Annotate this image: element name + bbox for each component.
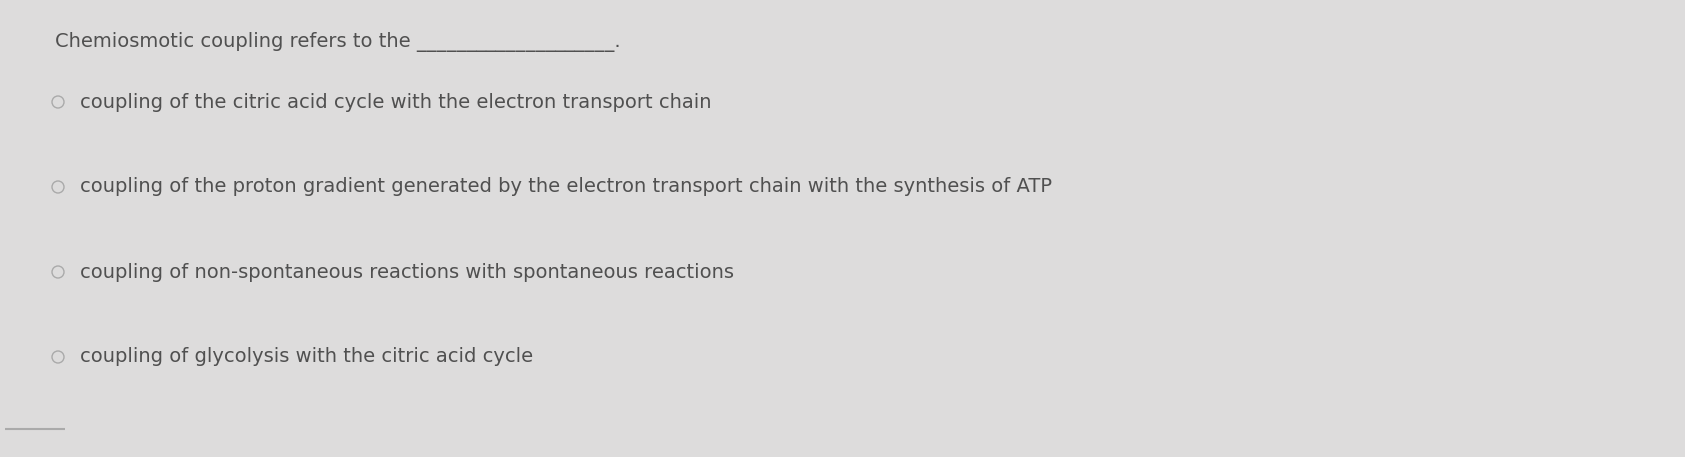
Text: coupling of non-spontaneous reactions with spontaneous reactions: coupling of non-spontaneous reactions wi… [79, 262, 735, 282]
Text: coupling of the citric acid cycle with the electron transport chain: coupling of the citric acid cycle with t… [79, 92, 711, 112]
Text: coupling of the proton gradient generated by the electron transport chain with t: coupling of the proton gradient generate… [79, 177, 1051, 197]
Text: coupling of glycolysis with the citric acid cycle: coupling of glycolysis with the citric a… [79, 347, 532, 367]
Text: Chemiosmotic coupling refers to the ____________________.: Chemiosmotic coupling refers to the ____… [56, 32, 620, 52]
